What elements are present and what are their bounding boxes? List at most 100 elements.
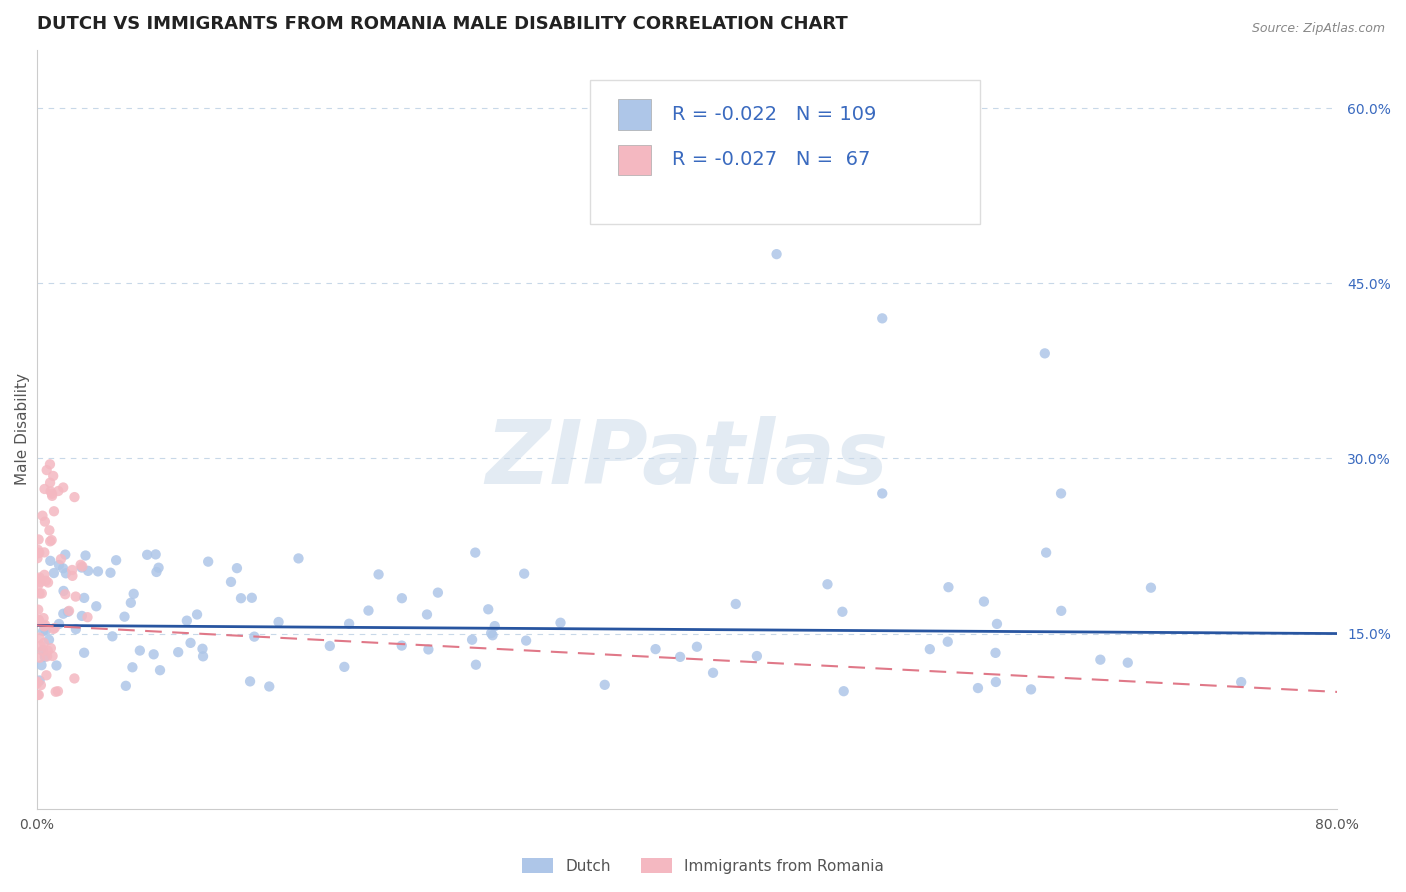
Point — [984, 646, 1007, 660]
Point — [28, 586, 51, 600]
Point — [1050, 604, 1073, 618]
Point — [176, 614, 198, 628]
Point — [32, 619, 55, 633]
Point — [28, 688, 51, 702]
Point — [41, 487, 63, 501]
Point — [229, 591, 252, 606]
Point — [180, 636, 202, 650]
Point — [52, 481, 75, 495]
Point — [702, 665, 724, 680]
Point — [219, 574, 242, 589]
Point — [39, 475, 62, 490]
Point — [239, 674, 262, 689]
Point — [34, 515, 56, 529]
Point — [32, 624, 55, 638]
Point — [55, 566, 77, 581]
Point — [226, 561, 249, 575]
Text: R = -0.022   N = 109: R = -0.022 N = 109 — [672, 105, 876, 124]
Point — [1230, 675, 1253, 690]
Point — [52, 561, 75, 575]
Point — [197, 555, 219, 569]
Point — [240, 591, 263, 605]
Point — [39, 641, 62, 656]
Point — [122, 587, 145, 601]
Point — [34, 624, 56, 638]
Point — [27, 551, 49, 566]
Point — [149, 663, 172, 677]
Point — [39, 554, 62, 568]
Text: Source: ZipAtlas.com: Source: ZipAtlas.com — [1251, 22, 1385, 36]
Point — [644, 642, 666, 657]
Point — [391, 591, 413, 606]
Point — [63, 490, 86, 504]
Point — [27, 547, 49, 561]
Point — [391, 639, 413, 653]
Point — [28, 650, 51, 665]
Point — [515, 633, 537, 648]
Point — [60, 563, 83, 577]
Point — [87, 565, 110, 579]
Point — [32, 636, 55, 650]
Point — [464, 546, 486, 560]
Point — [34, 545, 56, 559]
Point — [191, 649, 214, 664]
Point — [48, 558, 70, 572]
Point — [65, 590, 87, 604]
Point — [25, 676, 48, 690]
Point — [34, 567, 56, 582]
Point — [745, 648, 768, 663]
Point — [41, 648, 63, 663]
Point — [1033, 346, 1056, 360]
Point — [28, 570, 51, 584]
Point — [56, 605, 79, 619]
Point — [669, 649, 692, 664]
Point — [479, 626, 502, 640]
Point — [39, 484, 62, 499]
Point — [37, 575, 59, 590]
Point — [53, 548, 76, 562]
Point — [513, 566, 536, 581]
Point — [28, 613, 51, 627]
Point — [49, 552, 72, 566]
Point — [337, 616, 360, 631]
Point — [167, 645, 190, 659]
Point — [148, 560, 170, 574]
Point — [69, 558, 91, 572]
Point — [70, 560, 93, 574]
Point — [27, 613, 49, 627]
Point — [267, 615, 290, 629]
Point — [30, 575, 52, 590]
Point — [63, 672, 86, 686]
Point — [25, 674, 48, 689]
Point — [724, 597, 747, 611]
Point — [114, 679, 136, 693]
Point — [367, 567, 389, 582]
Point — [32, 643, 55, 657]
Point — [35, 649, 58, 664]
Point — [484, 619, 506, 633]
Point — [1050, 486, 1073, 500]
Point — [418, 642, 440, 657]
Point — [333, 660, 356, 674]
Point — [42, 566, 65, 580]
Point — [101, 629, 124, 643]
FancyBboxPatch shape — [619, 99, 651, 129]
Point — [765, 247, 787, 261]
Point — [31, 658, 53, 673]
Point — [986, 616, 1008, 631]
Point — [41, 489, 63, 503]
Point — [831, 605, 853, 619]
Text: DUTCH VS IMMIGRANTS FROM ROMANIA MALE DISABILITY CORRELATION CHART: DUTCH VS IMMIGRANTS FROM ROMANIA MALE DI… — [37, 15, 848, 33]
Point — [30, 678, 52, 692]
Point — [52, 583, 75, 598]
Point — [918, 642, 941, 657]
Point — [416, 607, 439, 622]
Point — [121, 660, 143, 674]
Point — [73, 646, 96, 660]
Point — [58, 604, 80, 618]
FancyBboxPatch shape — [589, 80, 980, 225]
Point — [42, 504, 65, 518]
Point — [27, 533, 49, 547]
Point — [27, 602, 49, 616]
Point — [37, 643, 59, 657]
